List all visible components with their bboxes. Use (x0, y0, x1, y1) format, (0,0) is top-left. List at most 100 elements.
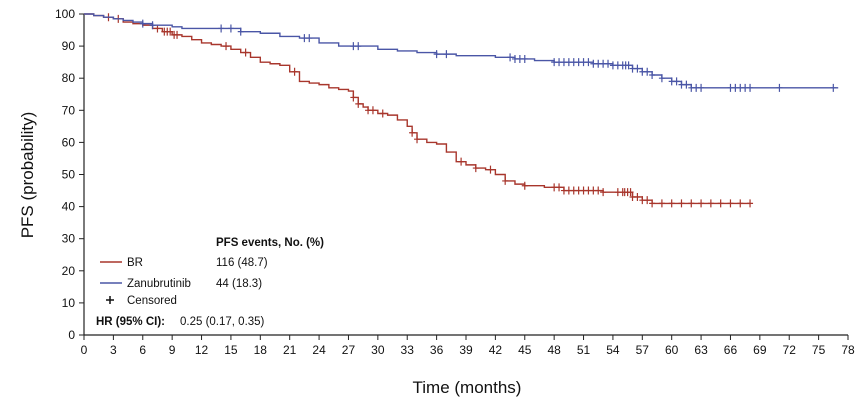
legend-events-zanubrutinib: 44 (18.3) (216, 278, 262, 290)
x-tick-label: 30 (371, 343, 385, 357)
censor-mark-br (174, 30, 181, 39)
censor-mark-br (649, 199, 656, 208)
hr-value: 0.25 (0.17, 0.35) (180, 316, 265, 328)
x-tick-label: 63 (694, 343, 708, 357)
y-tick-label: 10 (62, 296, 76, 310)
x-tick-label: 27 (342, 343, 356, 357)
censor-mark-br (487, 165, 494, 174)
legend-label-br: BR (127, 257, 143, 269)
censor-mark-zanubrutinib (149, 21, 156, 30)
censor-mark-br (595, 186, 602, 195)
censor-mark-zanubrutinib (443, 50, 450, 59)
y-tick-label: 30 (62, 232, 76, 246)
legend-header: PFS events, No. (%) (216, 237, 324, 249)
censor-mark-zanubrutinib (644, 67, 651, 76)
censor-mark-zanubrutinib (625, 61, 632, 70)
x-tick-label: 42 (489, 343, 503, 357)
censor-mark-br (678, 199, 685, 208)
censor-mark-zanubrutinib (521, 54, 528, 63)
x-tick-label: 39 (459, 343, 473, 357)
censor-mark-br (627, 188, 634, 197)
censor-mark-br (223, 42, 230, 51)
censor-mark-br (167, 27, 174, 36)
censor-mark-br (409, 128, 416, 137)
x-tick-label: 57 (636, 343, 650, 357)
censor-mark-br (707, 199, 714, 208)
y-tick-label: 90 (62, 39, 76, 53)
censor-mark-br (600, 188, 607, 197)
x-tick-label: 75 (812, 343, 826, 357)
censor-mark-br (521, 181, 528, 190)
censor-mark-br (379, 109, 386, 118)
y-tick-label: 60 (62, 135, 76, 149)
censor-mark-br (727, 199, 734, 208)
censor-mark-br (369, 106, 376, 115)
censor-mark-br (355, 99, 362, 108)
censor-mark-zanubrutinib (355, 42, 362, 51)
x-axis-title: Time (months) (413, 378, 522, 397)
censor-mark-zanubrutinib (507, 53, 514, 62)
x-tick-label: 78 (841, 343, 855, 357)
censor-mark-br (634, 192, 641, 201)
censor-mark-br (472, 164, 479, 173)
censor-mark-zanubrutinib (649, 70, 656, 79)
censor-mark-zanubrutinib (830, 83, 837, 92)
legend-label-censored: Censored (127, 295, 177, 307)
y-tick-label: 100 (55, 7, 75, 21)
x-tick-label: 9 (169, 343, 176, 357)
x-tick-label: 54 (606, 343, 620, 357)
censor-mark-zanubrutinib (218, 24, 225, 33)
x-tick-label: 36 (430, 343, 444, 357)
censor-mark-br (658, 199, 665, 208)
censor-mark-br (717, 199, 724, 208)
x-tick-label: 48 (547, 343, 561, 357)
censor-mark-zanubrutinib (227, 24, 234, 33)
y-tick-label: 70 (62, 103, 76, 117)
censor-mark-br (502, 176, 509, 185)
censor-mark-br (698, 199, 705, 208)
hr-label: HR (95% CI): (96, 316, 165, 328)
censored-marker-icon (106, 296, 114, 304)
x-tick-label: 45 (518, 343, 532, 357)
censor-mark-zanubrutinib (306, 34, 313, 43)
y-tick-label: 0 (68, 328, 75, 342)
x-tick-label: 33 (401, 343, 415, 357)
y-tick-label: 40 (62, 200, 76, 214)
censor-mark-br (688, 199, 695, 208)
censor-mark-zanubrutinib (634, 64, 641, 73)
axes: 0 3 6 9 12 15 18 21 24 27 30 33 36 39 42 45 48 51 54 57 60 63… (55, 7, 855, 357)
censor-mark-br (644, 196, 651, 205)
censor-mark-zanubrutinib (698, 83, 705, 92)
series-layer (84, 13, 839, 208)
censor-mark-br (556, 183, 563, 192)
x-tick-label: 66 (724, 343, 738, 357)
legend-events-br: 116 (48.7) (216, 257, 268, 269)
x-tick-label: 18 (254, 343, 268, 357)
x-tick-label: 3 (110, 343, 117, 357)
legend-label-zanubrutinib: Zanubrutinib (127, 278, 191, 290)
censor-mark-zanubrutinib (433, 50, 440, 59)
y-tick-label: 80 (62, 71, 76, 85)
censor-mark-zanubrutinib (658, 74, 665, 83)
x-tick-label: 12 (195, 343, 209, 357)
censor-mark-br (350, 93, 357, 102)
censor-mark-br (747, 199, 754, 208)
x-tick-label: 15 (224, 343, 238, 357)
censor-mark-br (458, 157, 465, 166)
censor-mark-zanubrutinib (776, 83, 783, 92)
x-tick-label: 6 (139, 343, 146, 357)
censor-mark-zanubrutinib (673, 77, 680, 86)
x-tick-label: 72 (783, 343, 797, 357)
censor-mark-br (414, 135, 421, 144)
censor-mark-br (668, 199, 675, 208)
x-tick-label: 51 (577, 343, 591, 357)
x-tick-label: 69 (753, 343, 767, 357)
censor-mark-zanubrutinib (747, 83, 754, 92)
censor-mark-zanubrutinib (605, 59, 612, 68)
censor-mark-zanubrutinib (683, 80, 690, 89)
x-tick-label: 0 (81, 343, 88, 357)
y-tick-label: 20 (62, 264, 76, 278)
x-tick-label: 24 (312, 343, 326, 357)
x-tick-label: 60 (665, 343, 679, 357)
